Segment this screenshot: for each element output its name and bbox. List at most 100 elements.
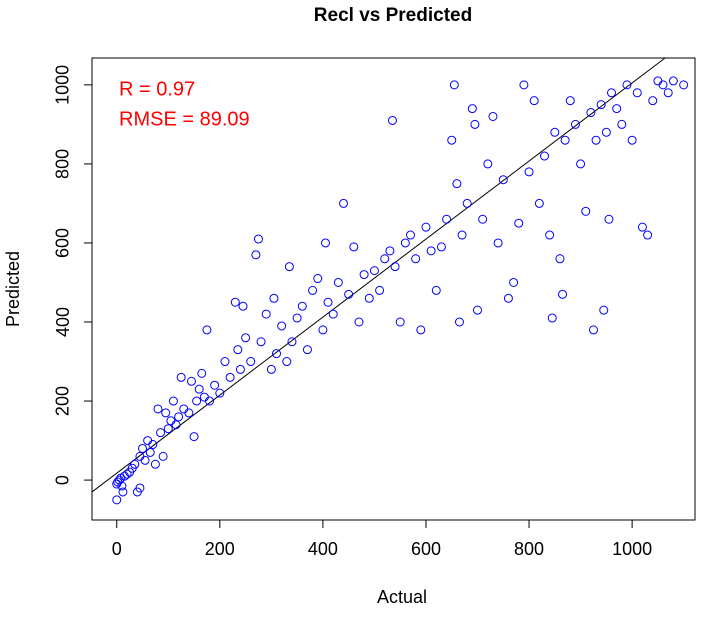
point	[411, 254, 421, 264]
point	[627, 135, 637, 145]
point	[158, 451, 168, 461]
point	[380, 254, 390, 264]
point	[251, 250, 261, 260]
point	[130, 459, 140, 469]
point	[570, 119, 580, 129]
point	[524, 167, 534, 177]
point	[436, 242, 446, 252]
point	[426, 246, 436, 256]
point	[406, 230, 416, 240]
point	[560, 135, 570, 145]
point	[529, 96, 539, 106]
point	[596, 100, 606, 110]
y-axis-label: Predicted	[3, 251, 23, 327]
point	[607, 88, 617, 98]
point	[588, 325, 598, 335]
point	[354, 317, 364, 327]
annotation: R = 0.97	[119, 78, 195, 100]
point	[156, 428, 166, 438]
point	[199, 392, 209, 402]
point	[514, 218, 524, 228]
point	[241, 333, 251, 343]
point	[287, 337, 297, 347]
point	[385, 246, 395, 256]
point	[558, 289, 568, 299]
point	[194, 384, 204, 394]
point	[161, 408, 171, 418]
point	[272, 349, 282, 359]
point	[171, 420, 181, 430]
point	[387, 115, 397, 125]
point	[253, 234, 263, 244]
point	[604, 214, 614, 224]
point	[668, 76, 678, 86]
point	[297, 301, 307, 311]
point	[205, 396, 215, 406]
point	[395, 317, 405, 327]
point	[184, 408, 194, 418]
point	[454, 317, 464, 327]
x-tick-label: 400	[308, 539, 338, 559]
point	[112, 495, 122, 505]
point	[174, 412, 184, 422]
point	[284, 262, 294, 272]
point	[447, 135, 457, 145]
point	[233, 345, 243, 355]
plot-frame	[91, 57, 696, 521]
point	[493, 238, 503, 248]
point	[581, 206, 591, 216]
point	[545, 230, 555, 240]
point	[220, 357, 230, 367]
x-tick-label: 0	[112, 539, 122, 559]
point	[153, 404, 163, 414]
x-tick-label: 1000	[612, 539, 652, 559]
point	[238, 301, 248, 311]
point	[261, 309, 271, 319]
point	[457, 230, 467, 240]
point	[375, 285, 385, 295]
point	[339, 198, 349, 208]
point	[135, 483, 145, 493]
x-tick-label: 800	[514, 539, 544, 559]
point	[269, 293, 279, 303]
x-tick-label: 600	[411, 539, 441, 559]
point	[416, 325, 426, 335]
point	[145, 447, 155, 457]
point	[612, 104, 622, 114]
point	[550, 127, 560, 137]
point	[653, 76, 663, 86]
point	[359, 270, 369, 280]
point	[509, 277, 519, 287]
y-tick-label: 0	[53, 475, 73, 485]
point	[225, 372, 235, 382]
point	[197, 368, 207, 378]
point	[565, 96, 575, 106]
reference-line	[91, 57, 666, 493]
point	[150, 459, 160, 469]
point	[328, 309, 338, 319]
point	[210, 380, 220, 390]
point	[364, 293, 374, 303]
point	[333, 277, 343, 287]
point	[555, 254, 565, 264]
point	[323, 297, 333, 307]
point	[617, 119, 627, 129]
point	[369, 266, 379, 276]
point	[663, 88, 673, 98]
point	[215, 388, 225, 398]
point	[344, 289, 354, 299]
chart-title: Recl vs Predicted	[314, 5, 472, 26]
point	[176, 372, 186, 382]
point	[186, 376, 196, 386]
point	[547, 313, 557, 323]
point	[138, 443, 148, 453]
x-tick-label: 200	[205, 539, 235, 559]
point	[431, 285, 441, 295]
point	[658, 80, 668, 90]
point	[349, 242, 359, 252]
point	[442, 214, 452, 224]
point	[576, 159, 586, 169]
point	[122, 469, 132, 479]
point	[318, 325, 328, 335]
